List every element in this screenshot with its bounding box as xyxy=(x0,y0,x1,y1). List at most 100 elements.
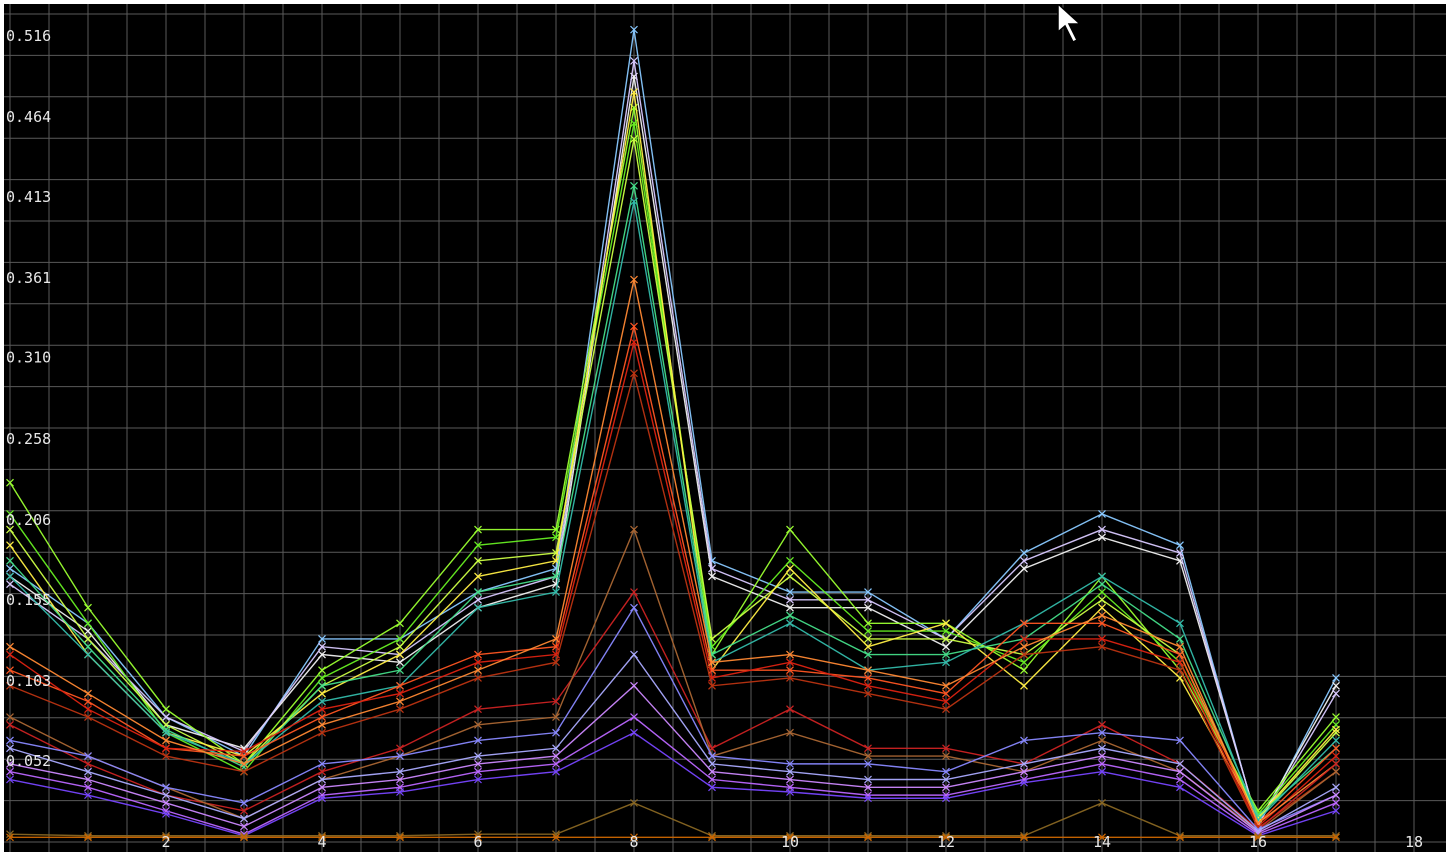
data-point-marker xyxy=(1098,752,1106,760)
data-point-marker xyxy=(864,588,872,596)
data-point-marker xyxy=(396,666,404,675)
data-point-marker xyxy=(552,588,560,596)
data-point-marker xyxy=(6,650,14,659)
data-point-marker xyxy=(6,713,14,721)
data-point-marker xyxy=(318,681,326,690)
data-point-marker xyxy=(396,775,404,784)
data-point-marker xyxy=(942,833,950,842)
data-point-marker xyxy=(1098,580,1106,589)
data-point-marker xyxy=(6,642,14,651)
data-point-marker xyxy=(552,830,560,839)
data-point-marker xyxy=(162,791,170,800)
data-point-marker xyxy=(1176,549,1184,557)
data-point-marker xyxy=(318,794,326,803)
data-point-marker xyxy=(1176,541,1184,550)
data-point-marker xyxy=(552,744,560,753)
data-point-marker xyxy=(474,775,482,784)
data-point-marker xyxy=(1332,799,1340,807)
data-point-marker xyxy=(786,833,794,842)
data-point-marker xyxy=(318,642,326,651)
data-point-marker xyxy=(630,728,638,737)
data-point-marker xyxy=(84,759,92,768)
data-point-marker xyxy=(1020,556,1028,565)
data-point-marker xyxy=(1332,713,1340,721)
data-point-marker xyxy=(1098,595,1106,604)
data-point-marker xyxy=(552,634,560,643)
data-point-marker xyxy=(942,752,950,760)
data-point-marker xyxy=(1332,833,1340,842)
data-point-marker xyxy=(1176,619,1184,628)
series-line-11 xyxy=(9,341,1337,828)
data-point-marker xyxy=(1098,736,1106,745)
data-point-marker xyxy=(1098,533,1106,542)
data-point-marker xyxy=(396,833,404,842)
data-point-marker xyxy=(708,775,716,784)
data-point-marker xyxy=(942,775,950,784)
data-point-marker xyxy=(630,25,638,34)
data-point-marker xyxy=(240,833,248,842)
data-point-marker xyxy=(1176,736,1184,745)
data-point-marker xyxy=(474,666,482,675)
data-point-marker xyxy=(786,658,794,667)
data-point-marker xyxy=(864,619,872,628)
data-point-marker xyxy=(396,681,404,690)
data-point-marker xyxy=(1176,759,1184,768)
x-tick-label: 10 xyxy=(781,833,799,851)
data-point-marker xyxy=(396,744,404,753)
data-point-marker xyxy=(1098,759,1106,768)
data-point-marker xyxy=(786,564,794,573)
x-tick-label: 8 xyxy=(629,833,638,851)
data-point-marker xyxy=(396,650,404,659)
data-point-marker xyxy=(1332,767,1340,776)
data-point-marker xyxy=(1098,744,1106,753)
data-point-marker xyxy=(552,767,560,776)
data-point-marker xyxy=(630,588,638,596)
y-tick-label: 0.103 xyxy=(6,672,51,690)
data-point-marker xyxy=(708,681,716,690)
x-tick-label: 4 xyxy=(317,833,326,851)
data-point-marker xyxy=(474,752,482,760)
data-point-marker xyxy=(162,799,170,807)
data-point-marker xyxy=(474,595,482,604)
data-point-marker xyxy=(708,752,716,760)
data-point-marker xyxy=(6,744,14,753)
data-point-marker xyxy=(942,627,950,636)
data-point-marker xyxy=(942,650,950,659)
series-line-19 xyxy=(9,684,1337,834)
data-point-marker xyxy=(396,619,404,628)
data-point-marker xyxy=(1098,572,1106,581)
y-tick-label: 0.413 xyxy=(6,188,51,206)
x-axis-ticks: 2 4 6 8 10 12 14 16 18 xyxy=(161,833,1423,851)
data-point-marker xyxy=(1332,831,1340,840)
data-point-marker xyxy=(1176,666,1184,675)
data-point-marker xyxy=(786,788,794,796)
data-point-marker xyxy=(942,681,950,690)
data-point-marker xyxy=(786,556,794,565)
data-point-marker xyxy=(786,588,794,596)
data-point-marker xyxy=(630,119,638,128)
data-point-marker xyxy=(1020,681,1028,690)
data-point-marker xyxy=(630,88,638,97)
y-tick-label: 0.464 xyxy=(6,108,51,126)
grid xyxy=(4,4,1446,852)
data-point-marker xyxy=(552,697,560,706)
data-point-marker xyxy=(84,650,92,659)
data-point-marker xyxy=(942,642,950,651)
data-point-marker xyxy=(708,759,716,768)
data-point-marker xyxy=(240,830,248,839)
data-point-marker xyxy=(318,634,326,643)
data-point-marker xyxy=(240,759,248,768)
data-point-marker xyxy=(162,783,170,792)
data-point-marker xyxy=(552,658,560,667)
data-point-marker xyxy=(1332,674,1340,682)
data-point-marker xyxy=(240,767,248,776)
series-line-18 xyxy=(9,731,1337,837)
data-point-marker xyxy=(942,767,950,776)
data-point-marker xyxy=(864,794,872,803)
data-point-marker xyxy=(708,767,716,776)
data-point-marker xyxy=(474,833,482,842)
data-point-marker xyxy=(396,788,404,796)
data-point-marker xyxy=(240,799,248,807)
data-point-marker xyxy=(1098,634,1106,643)
data-point-marker xyxy=(864,642,872,651)
